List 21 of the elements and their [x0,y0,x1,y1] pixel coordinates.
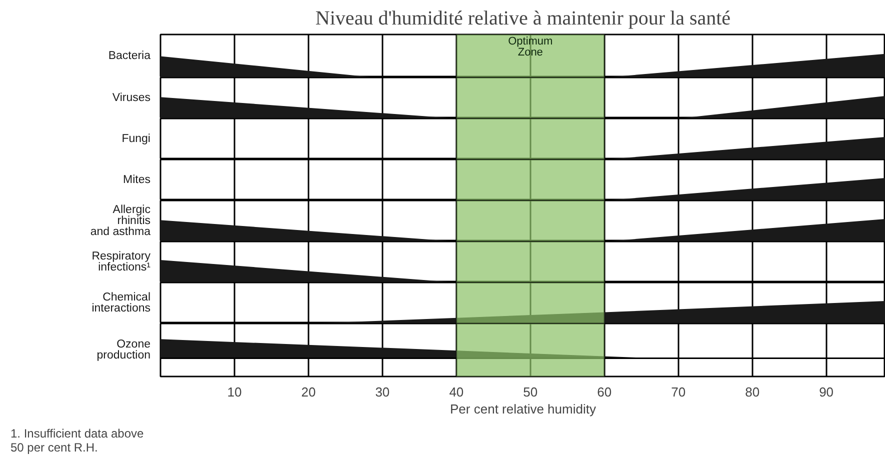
x-tick-label: 30 [375,384,390,400]
x-tick-label: 50 [523,384,538,400]
x-tick-label: 80 [745,384,760,400]
series-label: Bacteria [108,50,152,62]
band-label: Optimum Zone [508,36,553,58]
x-tick-label: 20 [301,384,316,400]
series-label: Respiratory infections¹ [92,250,151,274]
text: Mites [123,174,151,186]
series-label: Allergic rhinitis and asthma [90,204,152,238]
x-tick-label: 10 [227,384,242,400]
x-tick-label: 60 [597,384,612,400]
x-tick-label: 40 [449,384,464,400]
x-tick-label: 70 [671,384,686,400]
x-tick-label: 90 [819,384,834,400]
series-label: Ozone production [96,338,151,362]
x-axis-title: Per cent relative humidity [450,402,596,416]
text: 1. Insufficient data above 50 per cent R.H. [10,426,144,454]
series-label: Viruses [112,92,151,104]
chart-title: Niveau d'humidité relative à maintenir pour la santé [315,8,731,30]
text: Chemical interactions [92,291,151,315]
text: Fungi [122,133,151,145]
